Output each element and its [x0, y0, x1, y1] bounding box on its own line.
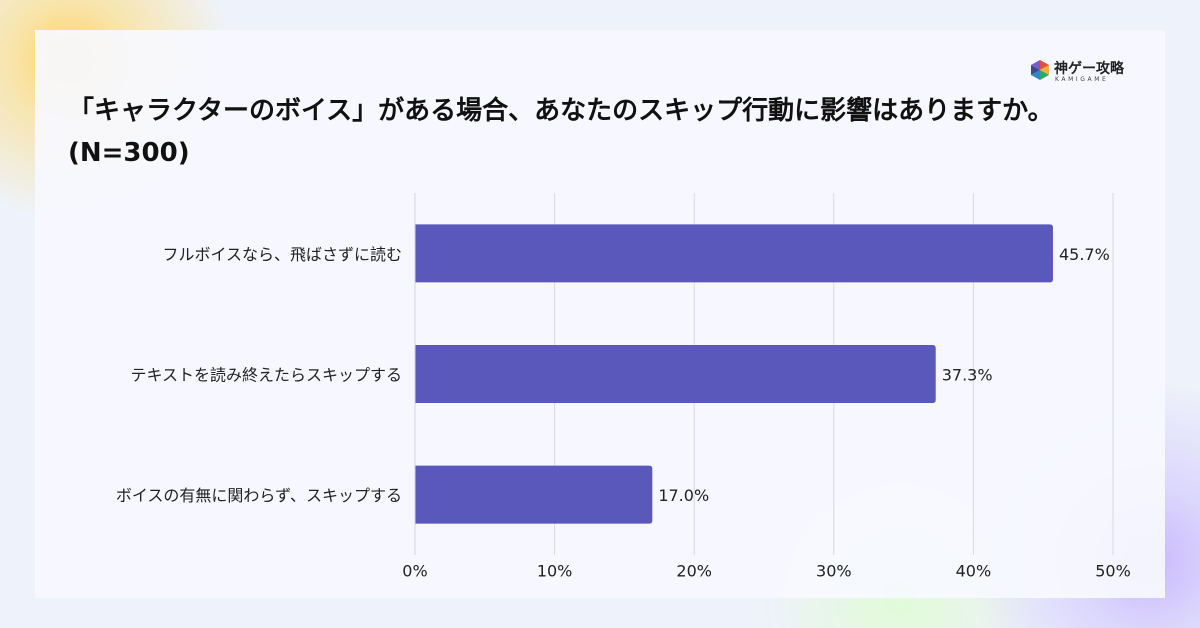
y-tick-label: フルボイスなら、飛ばさずに読む: [162, 245, 402, 264]
value-label: 37.3%: [942, 366, 993, 385]
value-label: 17.0%: [658, 486, 709, 505]
x-tick-label: 20%: [676, 562, 712, 581]
logo-icon: [1031, 60, 1049, 80]
y-tick-label: ボイスの有無に関わらず、スキップする: [116, 486, 402, 505]
logo-name: 神ゲー攻略: [1054, 61, 1124, 77]
bar: [415, 345, 936, 403]
value-label: 45.7%: [1059, 245, 1110, 264]
x-tick-label: 30%: [816, 562, 852, 581]
x-tick-label: 50%: [1095, 562, 1131, 581]
logo-sub: KAMIGAME: [1055, 76, 1109, 83]
x-tick-label: 0%: [402, 562, 427, 581]
bar: [415, 465, 653, 524]
x-tick-label: 10%: [537, 562, 573, 581]
chart-title: 「キャラクターのボイス」がある場合、あなたのスキップ行動に影響はありますか。(N…: [68, 96, 1054, 168]
x-tick-label: 40%: [956, 562, 992, 581]
bar: [415, 224, 1053, 283]
y-tick-label: テキストを読み終えたらスキップする: [130, 366, 402, 385]
